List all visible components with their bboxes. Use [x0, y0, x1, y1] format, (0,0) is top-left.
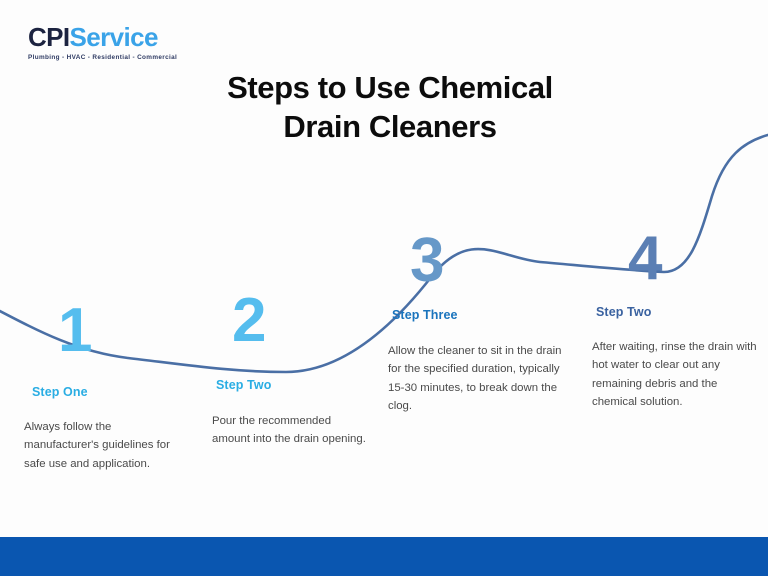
- page-title-line-1: Steps to Use Chemical: [227, 70, 553, 105]
- page-title-line-2: Drain Cleaners: [283, 109, 497, 145]
- step-body-3: Allow the cleaner to sit in the drain fo…: [388, 345, 562, 413]
- step-number-1: 1: [58, 296, 92, 365]
- step-number-2: 2: [232, 286, 266, 355]
- logo-wordmark: CPIService: [28, 24, 228, 50]
- step-body-4: After waiting, rinse the drain with hot …: [592, 341, 757, 409]
- brand-logo: CPIService Plumbing - HVAC - Residential…: [28, 24, 228, 61]
- step-number-3: 3: [410, 226, 444, 295]
- step-heading-4: Step Two: [596, 305, 652, 319]
- footer-bar: [0, 537, 768, 576]
- logo-text-service: Service: [69, 22, 159, 52]
- step-body-1: Always follow the manufacturer's guideli…: [24, 421, 170, 470]
- logo-tagline: Plumbing - HVAC - Residential - Commerci…: [28, 54, 178, 61]
- page-title: Steps to Use Chemical Drain Cleaners: [120, 68, 660, 147]
- step-heading-3: Step Three: [392, 308, 458, 322]
- logo-text-cpi: CPI: [28, 22, 70, 52]
- step-body-2: Pour the recommended amount into the dra…: [212, 415, 366, 446]
- step-number-4: 4: [628, 224, 662, 293]
- step-heading-2: Step Two: [216, 378, 272, 392]
- step-heading-1: Step One: [32, 385, 88, 399]
